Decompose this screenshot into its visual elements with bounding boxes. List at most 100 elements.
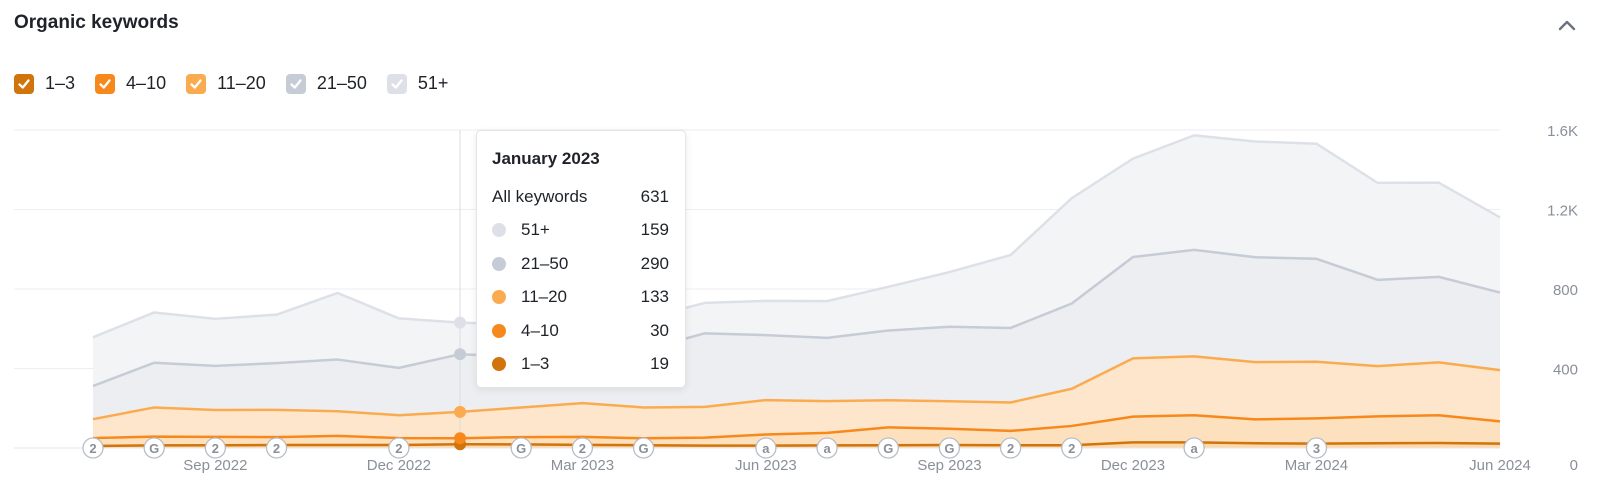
series-line-11–20 bbox=[92, 355, 1501, 421]
tooltip-row-2: 11–20 133 bbox=[492, 281, 669, 315]
annotation-marker-circle bbox=[82, 437, 104, 459]
tooltip-row-0: 51+ 159 bbox=[492, 214, 669, 248]
checkmark-icon bbox=[99, 78, 111, 89]
tooltip-row-4: 1–3 19 bbox=[492, 348, 669, 382]
tooltip-series-label: 21–50 bbox=[521, 253, 569, 273]
legend-checkbox[interactable] bbox=[186, 73, 207, 94]
tooltip-series-value: 30 bbox=[650, 320, 669, 340]
annotation-marker-circle bbox=[571, 437, 594, 459]
annotation-marker-circle bbox=[143, 437, 165, 459]
annotation-marker[interactable]: 2 bbox=[265, 437, 288, 459]
tooltip-series-value: 133 bbox=[640, 287, 669, 307]
chart-tooltip: January 2023 All keywords 631 51+ 159 21–5… bbox=[476, 130, 686, 388]
tooltip-series-label: 4–10 bbox=[521, 320, 559, 340]
x-tick-label: Mar 2023 bbox=[551, 457, 614, 474]
checkmark-icon bbox=[391, 78, 403, 89]
annotation-marker[interactable]: 3 bbox=[1305, 437, 1328, 459]
legend-item-1[interactable]: 4–10 bbox=[95, 73, 166, 94]
tooltip-title: January 2023 bbox=[492, 149, 600, 168]
annotation-marker[interactable]: 2 bbox=[388, 437, 410, 459]
tooltip-series-label: 1–3 bbox=[521, 354, 550, 374]
tooltip-total-value: 631 bbox=[640, 186, 669, 206]
tooltip-series-value: 19 bbox=[650, 354, 669, 374]
annotation-marker-circle bbox=[632, 437, 655, 459]
annotation-marker-circle bbox=[1061, 437, 1083, 459]
series-line-51+ bbox=[92, 134, 1501, 339]
checkmark-icon bbox=[190, 78, 202, 89]
annotation-marker-label: a bbox=[762, 441, 770, 456]
tooltip-series-label: 51+ bbox=[521, 220, 550, 240]
legend-checkbox[interactable] bbox=[14, 73, 34, 94]
page-title: Organic keywords bbox=[14, 12, 179, 33]
annotation-marker[interactable]: G bbox=[510, 437, 532, 459]
annotation-marker-circle bbox=[938, 437, 961, 459]
tooltip-total-row: All keywords 631 bbox=[492, 180, 669, 214]
annotation-marker-label: a bbox=[1191, 441, 1199, 456]
annotation-marker-label: G bbox=[516, 441, 526, 456]
legend-checkbox[interactable] bbox=[95, 73, 116, 94]
annotation-marker[interactable]: 2 bbox=[1061, 437, 1083, 459]
annotation-marker-circle bbox=[1305, 437, 1328, 459]
tooltip-series-value: 159 bbox=[640, 220, 669, 240]
y-tick-label: 800 bbox=[1553, 282, 1578, 299]
annotation-marker[interactable]: 2 bbox=[82, 437, 104, 459]
tooltip-series-label: 11–20 bbox=[521, 287, 568, 307]
legend-item-0[interactable]: 1–3 bbox=[14, 73, 75, 94]
annotation-marker[interactable]: a bbox=[755, 437, 777, 459]
series-line-1–3 bbox=[92, 441, 1501, 448]
legend-label: 4–10 bbox=[126, 73, 167, 93]
annotation-marker-circle bbox=[510, 437, 532, 459]
annotation-marker[interactable]: G bbox=[143, 437, 165, 459]
tooltip-series-dot bbox=[492, 223, 506, 238]
hover-point-21–50 bbox=[454, 348, 467, 361]
tooltip-series-dot bbox=[492, 323, 506, 338]
annotation-marker-label: G bbox=[149, 441, 159, 456]
annotation-marker[interactable]: 2 bbox=[999, 437, 1022, 459]
legend-checkbox[interactable] bbox=[285, 73, 306, 94]
annotation-marker-circle bbox=[204, 437, 226, 459]
tooltip-series-value: 290 bbox=[640, 253, 669, 273]
annotation-marker-label: 3 bbox=[1313, 441, 1320, 456]
annotation-marker[interactable]: G bbox=[877, 437, 899, 459]
annotation-marker[interactable]: a bbox=[816, 437, 838, 459]
legend-checkbox[interactable] bbox=[386, 73, 407, 94]
annotation-marker-label: 2 bbox=[273, 441, 280, 456]
tooltip-series-dot bbox=[492, 290, 506, 305]
annotation-marker-label: 2 bbox=[212, 441, 219, 456]
annotation-marker-circle bbox=[816, 437, 838, 459]
x-tick-label: Jun 2024 bbox=[1469, 457, 1531, 474]
hover-point-4–10 bbox=[454, 432, 467, 445]
annotation-marker[interactable]: a bbox=[1183, 437, 1205, 459]
series-legend: 1–3 4–10 11–20 21–50 51+ bbox=[14, 73, 468, 94]
annotation-marker-label: 2 bbox=[395, 441, 402, 456]
hover-point-11–20 bbox=[454, 405, 467, 418]
hover-point-51+ bbox=[454, 316, 467, 329]
annotation-marker-label: 2 bbox=[89, 441, 96, 456]
annotation-marker-label: G bbox=[944, 441, 954, 456]
annotation-marker[interactable]: 2 bbox=[571, 437, 594, 459]
tooltip-total-label: All keywords bbox=[492, 186, 588, 206]
annotation-marker[interactable]: 2 bbox=[204, 437, 226, 459]
annotation-marker-label: a bbox=[823, 441, 831, 456]
annotation-marker-circle bbox=[388, 437, 410, 459]
annotation-marker-circle bbox=[999, 437, 1022, 459]
annotation-marker-label: G bbox=[639, 441, 649, 456]
annotation-marker[interactable]: G bbox=[632, 437, 655, 459]
tooltip-row-3: 4–10 30 bbox=[492, 314, 669, 348]
annotation-marker-label: 2 bbox=[1068, 441, 1075, 456]
legend-item-3[interactable]: 21–50 bbox=[285, 73, 367, 94]
collapse-button[interactable] bbox=[1554, 12, 1580, 38]
annotation-marker-circle bbox=[877, 437, 899, 459]
checkmark-icon bbox=[18, 78, 30, 89]
annotation-marker[interactable]: G bbox=[938, 437, 961, 459]
legend-label: 11–20 bbox=[217, 73, 266, 93]
area-1–3 bbox=[93, 442, 1500, 448]
area-21–50 bbox=[93, 249, 1500, 420]
y-tick-label: 0 bbox=[1570, 457, 1578, 474]
legend-label: 21–50 bbox=[316, 73, 367, 93]
annotation-marker-label: 2 bbox=[1007, 441, 1014, 456]
checkmark-icon bbox=[290, 78, 302, 89]
legend-item-2[interactable]: 11–20 bbox=[186, 73, 266, 94]
legend-item-4[interactable]: 51+ bbox=[386, 73, 449, 94]
legend-label: 51+ bbox=[417, 73, 449, 93]
